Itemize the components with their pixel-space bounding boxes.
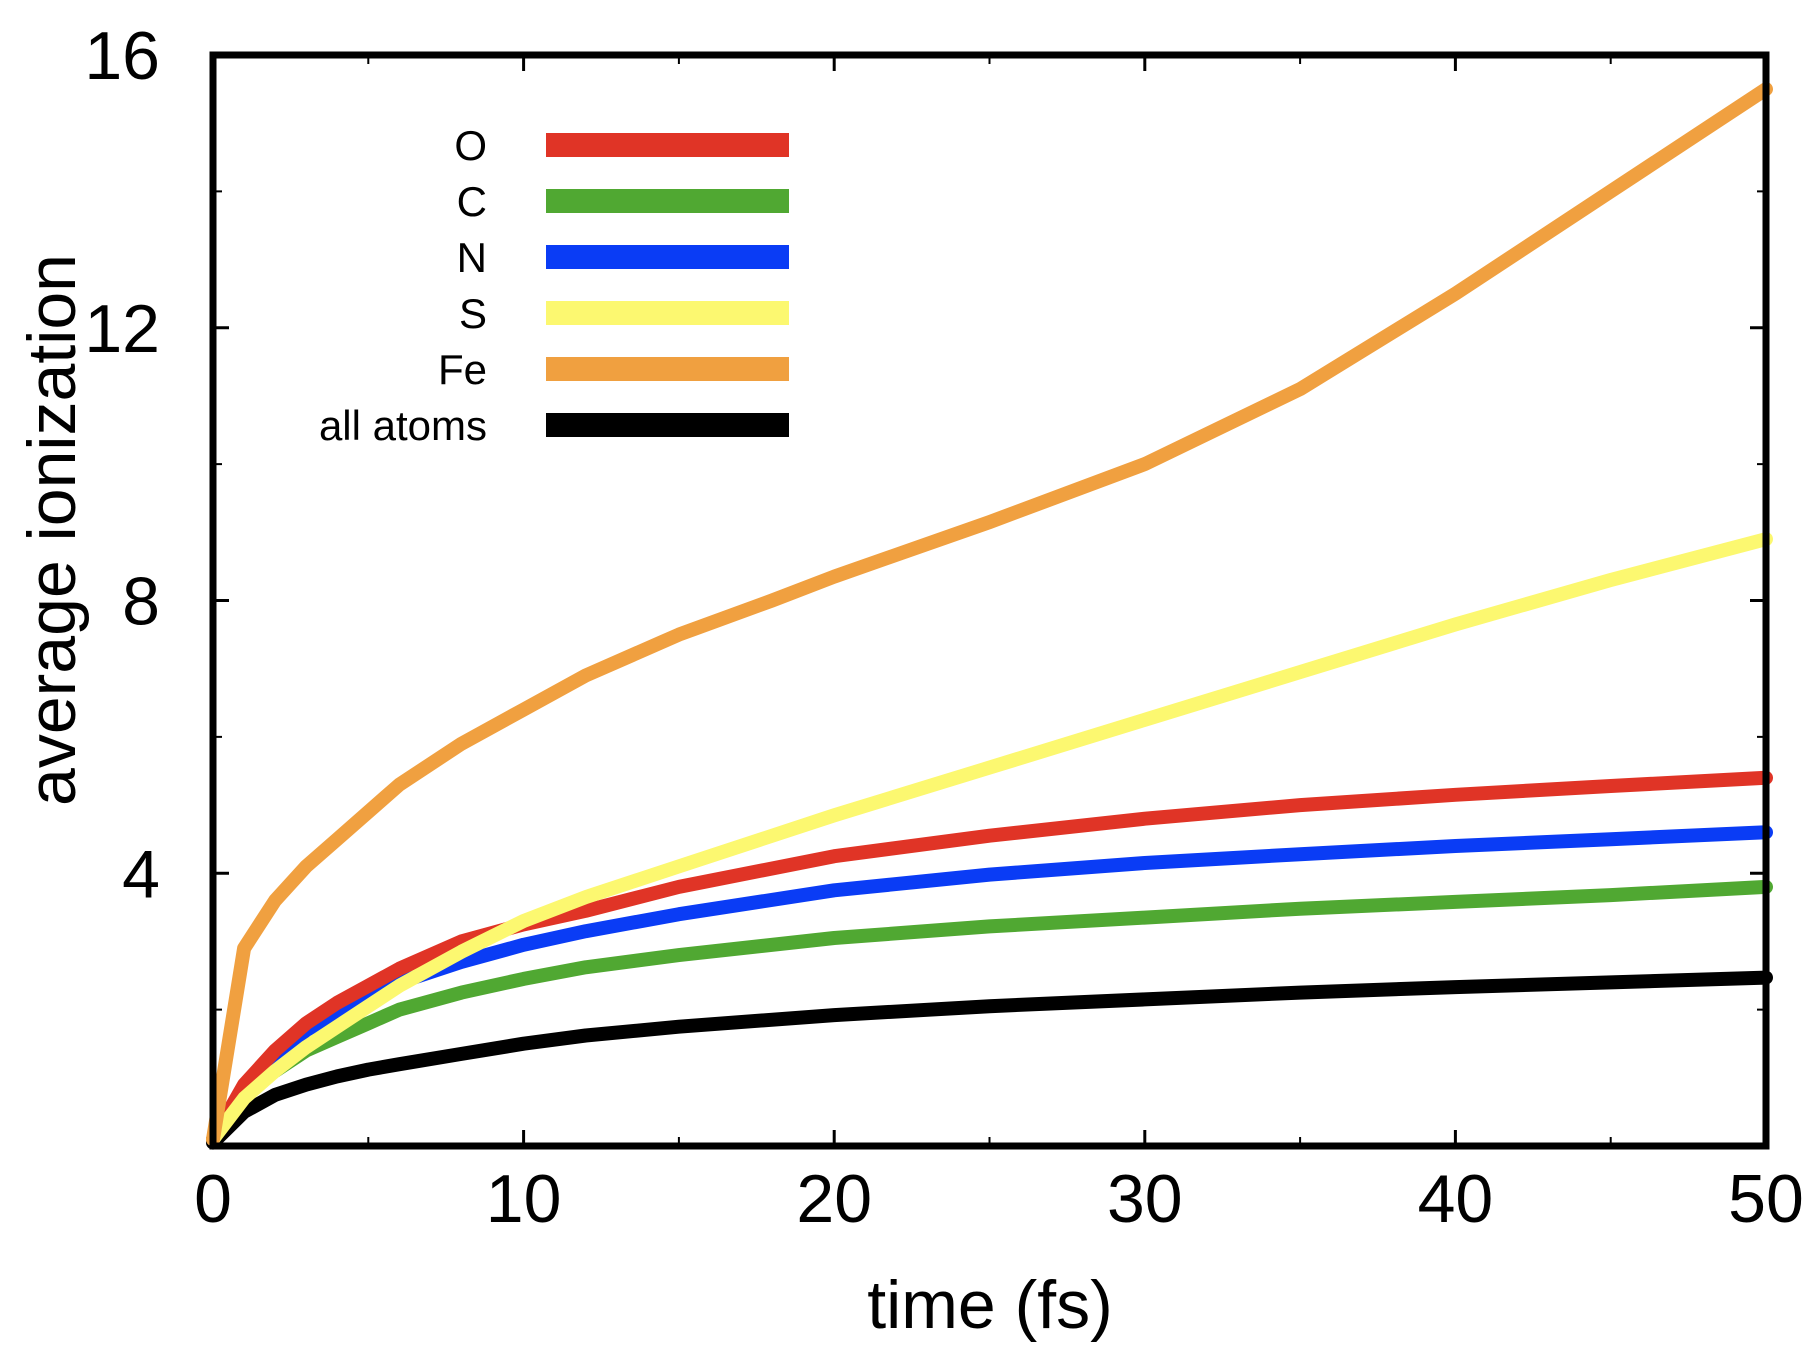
- legend-label-c: C: [457, 178, 487, 225]
- x-tick-label: 0: [194, 1161, 232, 1237]
- y-tick-label: 16: [84, 18, 160, 94]
- legend-label-n: N: [457, 234, 487, 281]
- legend-label-s: S: [459, 290, 487, 337]
- series-line-s: [206, 532, 1773, 1147]
- legend-label-o: O: [454, 122, 487, 169]
- x-tick-label: 50: [1728, 1161, 1804, 1237]
- x-axis-label: time (fs): [867, 1267, 1113, 1343]
- y-tick-label: 12: [84, 291, 160, 367]
- x-tick-label: 10: [486, 1161, 562, 1237]
- y-tick-label: 4: [122, 836, 160, 912]
- series-line-fe: [206, 82, 1773, 1147]
- x-tick-label: 30: [1107, 1161, 1183, 1237]
- series-line-all-atoms: [206, 970, 1773, 1150]
- y-axis-label: average ionization: [14, 254, 90, 806]
- x-tick-label: 40: [1418, 1161, 1494, 1237]
- y-tick-label: 8: [122, 564, 160, 640]
- legend-label-all-atoms: all atoms: [319, 402, 487, 449]
- x-tick-label: 20: [796, 1161, 872, 1237]
- tick-layer: 0 10 20 30 40 50 4 8 12 16: [84, 18, 1803, 1237]
- series-layer: [206, 82, 1773, 1150]
- legend-label-fe: Fe: [438, 346, 487, 393]
- series-line-o: [206, 770, 1773, 1147]
